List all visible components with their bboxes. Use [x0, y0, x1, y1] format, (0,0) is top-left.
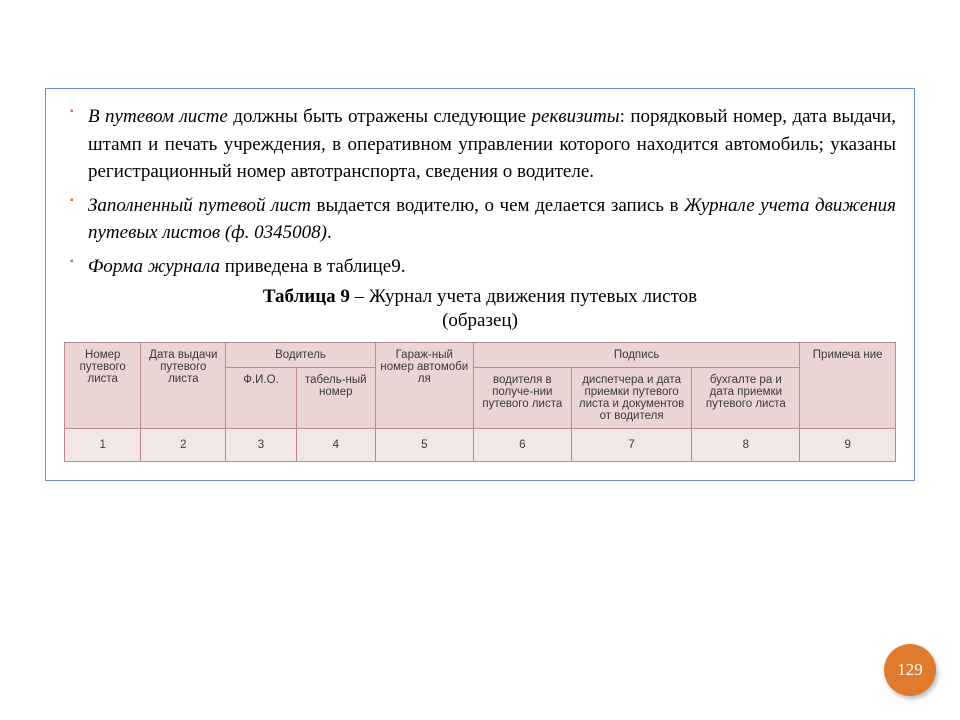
col-sign-driver: водителя в получе-нии путевого листа [473, 368, 571, 429]
bullet3-text: приведена в таблице9. [220, 256, 405, 277]
col-driver-group: Водитель [226, 343, 376, 368]
cell-7: 7 [571, 429, 691, 462]
bullet-item-1: В путевом листе должны быть отражены сле… [64, 103, 896, 186]
col-driver-fio: Ф.И.О. [226, 368, 297, 429]
col-date: Дата выдачи путевого листа [141, 343, 226, 429]
content-frame: В путевом листе должны быть отражены сле… [45, 88, 915, 481]
col-note: Примеча ние [800, 343, 896, 429]
table-caption-rest: – Журнал учета движения путевых листов [350, 286, 697, 307]
cell-6: 6 [473, 429, 571, 462]
table-caption-line2: (образец) [64, 310, 896, 332]
cell-4: 4 [296, 429, 375, 462]
cell-9: 9 [800, 429, 896, 462]
table-header-row-1: Номер путевого листа Дата выдачи путевог… [65, 343, 896, 368]
col-driver-tabel: табель-ный номер [296, 368, 375, 429]
bullet-item-2: Заполненный путевой лист выдается водите… [64, 192, 896, 247]
cell-5: 5 [375, 429, 473, 462]
col-signature-group: Подпись [473, 343, 800, 368]
cell-1: 1 [65, 429, 141, 462]
bullet1-lead: В путевом листе [88, 106, 228, 127]
cell-2: 2 [141, 429, 226, 462]
table-caption-line1: Таблица 9 – Журнал учета движения путевы… [64, 286, 896, 308]
col-garage: Гараж-ный номер автомоби ля [375, 343, 473, 429]
bullet2-text-a: выдается водителю, о чем делается запись… [311, 195, 684, 216]
table-caption-bold: Таблица 9 [263, 286, 350, 307]
col-number: Номер путевого листа [65, 343, 141, 429]
bullet-item-3: Форма журнала приведена в таблице9. [64, 253, 896, 281]
bullet1-rekvizity: реквизиты [532, 106, 620, 127]
cell-8: 8 [692, 429, 800, 462]
page-number: 129 [897, 660, 923, 680]
journal-table: Номер путевого листа Дата выдачи путевог… [64, 342, 896, 462]
col-sign-dispatcher: диспетчера и дата приемки путевого листа… [571, 368, 691, 429]
cell-3: 3 [226, 429, 297, 462]
bullet1-text-a: должны быть отражены следующие [228, 106, 532, 127]
bullet2-lead: Заполненный путевой лист [88, 195, 311, 216]
bullet2-text-b: . [327, 222, 332, 243]
bullet3-lead: Форма журнала [88, 256, 220, 277]
bullet-list: В путевом листе должны быть отражены сле… [64, 103, 896, 280]
page-number-badge: 129 [884, 644, 936, 696]
col-sign-accountant: бухгалте ра и дата приемки путевого лист… [692, 368, 800, 429]
table-number-row: 1 2 3 4 5 6 7 8 9 [65, 429, 896, 462]
